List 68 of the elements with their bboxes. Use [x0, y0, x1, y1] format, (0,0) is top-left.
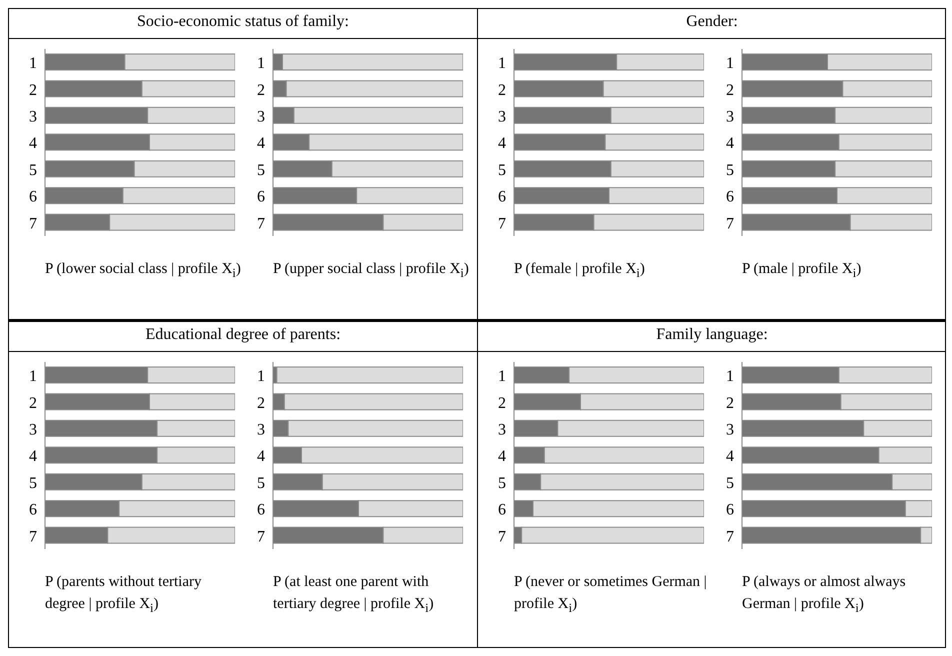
y-tick-label: 5 — [498, 162, 506, 179]
y-tick-label: 5 — [498, 474, 506, 492]
y-tick-label: 2 — [498, 394, 506, 412]
y-tick-label: 1 — [726, 55, 734, 72]
y-tick-label: 1 — [257, 55, 265, 72]
y-tick-label: 4 — [498, 448, 506, 466]
y-tick-label: 4 — [29, 135, 37, 152]
chart-title: Family language: — [478, 322, 946, 352]
y-tick-label: 3 — [498, 108, 506, 126]
y-tick-label: 7 — [29, 215, 37, 232]
y-tick-label: 7 — [498, 215, 506, 232]
y-tick-label: 6 — [29, 188, 37, 206]
y-tick-label: 3 — [726, 421, 734, 438]
chart-title: Gender: — [478, 9, 946, 39]
y-tick-label: 5 — [257, 474, 265, 492]
y-tick-label: 6 — [498, 502, 506, 519]
y-tick-label: 4 — [726, 135, 734, 152]
y-tick-label: 5 — [726, 162, 734, 179]
y-tick-label: 2 — [726, 82, 734, 99]
y-tick-label: 6 — [257, 188, 265, 206]
x-axis-title: P (at least one parent with tertiary degree | profile X$_{i}$) — [273, 573, 435, 617]
y-tick-label: 5 — [257, 162, 265, 179]
x-axis-title: P (male | profile X$_{i}$) — [742, 260, 862, 282]
y-tick-label: 2 — [257, 82, 265, 99]
y-tick-label: 7 — [29, 528, 37, 546]
y-tick-label: 4 — [257, 135, 265, 152]
y-tick-label: 6 — [29, 502, 37, 519]
x-axis-title: P (always or almost always German | profile X$_{i}$) — [742, 573, 907, 617]
y-tick-label: 5 — [29, 474, 37, 492]
chart-title: Educational degree of parents: — [9, 322, 477, 352]
y-tick-label: 2 — [257, 394, 265, 412]
y-tick-label: 2 — [29, 82, 37, 99]
y-tick-label: 7 — [257, 215, 265, 232]
y-tick-label: 5 — [726, 474, 734, 492]
x-axis-title: P (upper social class | profile X$_{i}$) — [273, 260, 470, 282]
y-tick-label: 4 — [498, 135, 506, 152]
y-tick-label: 2 — [29, 394, 37, 412]
y-tick-label: 2 — [726, 394, 734, 412]
y-tick-label: 1 — [29, 55, 37, 72]
y-tick-label: 1 — [498, 55, 506, 72]
y-tick-label: 1 — [726, 368, 734, 386]
y-tick-label: 6 — [726, 188, 734, 206]
y-tick-label: 4 — [29, 448, 37, 466]
y-tick-label: 6 — [257, 502, 265, 519]
y-tick-label: 3 — [498, 421, 506, 438]
x-axis-title: P (parents without tertiary degree | profile X$_{i}$) — [45, 573, 202, 617]
y-tick-label: 3 — [29, 421, 37, 438]
y-tick-label: 7 — [726, 215, 734, 232]
y-tick-label: 3 — [257, 421, 265, 438]
y-tick-label: 3 — [29, 108, 37, 126]
y-tick-label: 5 — [29, 162, 37, 179]
y-tick-label: 7 — [257, 528, 265, 546]
y-tick-label: 4 — [726, 448, 734, 466]
y-tick-label: 7 — [726, 528, 734, 546]
y-tick-label: 1 — [257, 368, 265, 386]
chart-title: Socio-economic status of family: — [9, 9, 477, 39]
y-tick-label: 6 — [726, 502, 734, 519]
x-axis-title: P (never or sometimes German | profile X$_{i}$) — [514, 573, 708, 617]
x-axis-title: P (lower social class | profile X$_{i}$) — [45, 260, 242, 282]
y-tick-label: 6 — [498, 188, 506, 206]
x-axis-title: P (female | profile X$_{i}$) — [514, 260, 646, 282]
y-tick-label: 7 — [498, 528, 506, 546]
y-tick-label: 4 — [257, 448, 265, 466]
y-tick-label: 3 — [257, 108, 265, 126]
y-tick-label: 1 — [29, 368, 37, 386]
y-tick-label: 2 — [498, 82, 506, 99]
y-tick-label: 3 — [726, 108, 734, 126]
y-tick-label: 1 — [498, 368, 506, 386]
